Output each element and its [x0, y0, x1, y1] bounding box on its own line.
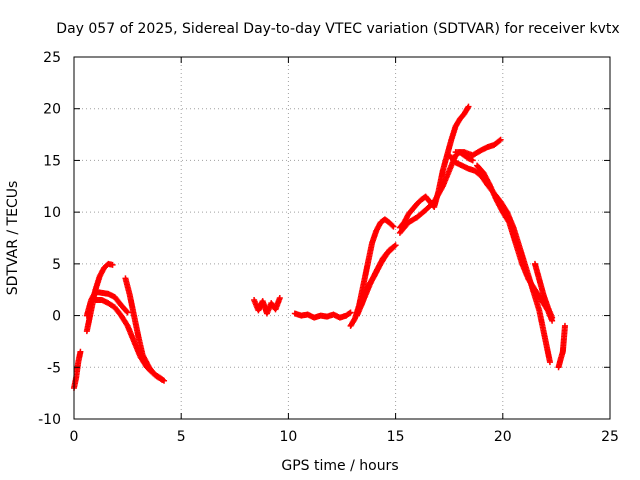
data-point — [465, 103, 472, 110]
x-tick-label: 0 — [70, 429, 79, 445]
x-tick-label: 15 — [387, 429, 405, 445]
data-point — [158, 376, 165, 383]
data-point — [276, 294, 283, 301]
y-tick-label: 10 — [43, 205, 61, 221]
data-point — [469, 157, 476, 164]
series-s14 — [452, 136, 504, 159]
series-s16 — [531, 260, 556, 321]
data-point — [497, 136, 504, 143]
series-s3 — [83, 288, 131, 319]
data-points — [71, 103, 568, 391]
y-tick-label: 25 — [43, 50, 61, 66]
axis-ticks — [73, 56, 611, 420]
data-point — [390, 244, 397, 251]
data-point — [109, 261, 116, 268]
y-axis-label: SDTVAR / TECUs — [5, 181, 21, 296]
chart-title: Day 057 of 2025, Sidereal Day-to-day VTE… — [56, 21, 619, 37]
plot-border — [73, 56, 611, 420]
x-tick-label: 5 — [177, 429, 186, 445]
x-tick-label: 10 — [279, 429, 297, 445]
data-point — [389, 245, 396, 252]
x-tick-label: 25 — [601, 429, 619, 445]
data-point — [347, 309, 354, 316]
y-tick-label: 20 — [43, 102, 61, 118]
data-point — [124, 309, 131, 316]
data-point — [123, 308, 130, 315]
series-s7 — [291, 309, 354, 321]
data-point — [546, 359, 553, 366]
data-point — [549, 314, 556, 321]
data-point — [346, 310, 353, 317]
y-tick-label: -10 — [38, 412, 61, 428]
series-s15 — [474, 162, 556, 324]
data-point — [561, 322, 568, 329]
y-tick-label: 5 — [52, 257, 61, 273]
series-s5 — [122, 275, 165, 383]
y-tick-label: 0 — [52, 309, 61, 325]
data-point — [390, 223, 397, 230]
series-s17 — [555, 322, 568, 371]
tick-labels: 0 5 10 15 20 25 -10 -5 0 5 10 15 20 25 — [38, 50, 619, 445]
series-s6 — [251, 294, 283, 317]
y-tick-label: -5 — [47, 360, 61, 376]
x-tick-label: 20 — [494, 429, 512, 445]
series-s8 — [347, 216, 397, 329]
data-point — [389, 222, 396, 229]
data-point — [496, 137, 503, 144]
data-point — [77, 348, 84, 355]
y-tick-label: 15 — [43, 153, 61, 169]
x-axis-label: GPS time / hours — [281, 458, 398, 474]
series-s10 — [358, 244, 397, 309]
